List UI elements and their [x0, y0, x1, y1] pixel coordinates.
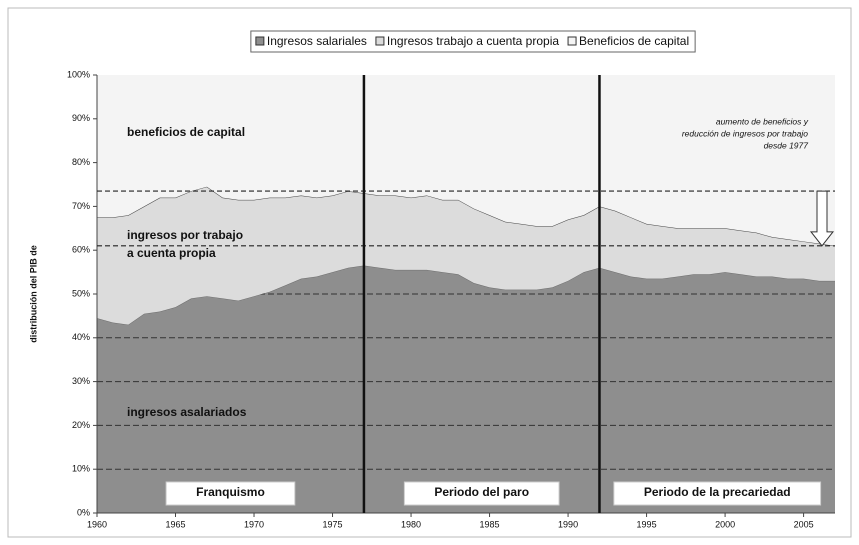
arrow [809, 190, 835, 247]
period-label: Periodo del paro [434, 485, 529, 499]
x-tick-label: 1960 [87, 519, 107, 529]
y-tick-label: 30% [72, 376, 90, 386]
annotation: aumento de beneficios y [716, 116, 809, 126]
x-tick-label: 2000 [715, 519, 735, 529]
x-tick-label: 1990 [558, 519, 578, 529]
period-box [165, 481, 296, 506]
area-label: ingresos asalariados [127, 405, 247, 419]
period-box [613, 481, 822, 506]
x-tick-label: 1970 [244, 519, 264, 529]
y-tick-label: 0% [77, 507, 90, 517]
period-label: Periodo de la precariedad [644, 485, 791, 499]
x-tick-label: 2005 [794, 519, 814, 529]
area-label: a cuenta propia [127, 246, 216, 260]
legend-label: Ingresos salariales [267, 34, 367, 48]
area [97, 265, 835, 513]
period-label: Franquismo [196, 485, 265, 499]
x-tick-label: 1995 [637, 519, 657, 529]
y-tick-label: 10% [72, 464, 90, 474]
y-tick-label: 20% [72, 420, 90, 430]
x-tick-label: 1975 [323, 519, 343, 529]
area [97, 186, 835, 325]
legend-label: Ingresos trabajo a cuenta propia [387, 34, 559, 48]
x-tick-label: 1965 [165, 519, 185, 529]
legend-swatch [567, 36, 577, 46]
legend-box [250, 30, 696, 53]
y-axis-label: distribución del PIB de [28, 245, 38, 343]
y-tick-label: 40% [72, 332, 90, 342]
period-box [403, 481, 560, 506]
area-label: beneficios de capital [127, 125, 245, 139]
legend-label: Beneficios de capital [579, 34, 689, 48]
y-tick-label: 90% [72, 113, 90, 123]
legend-swatch [375, 36, 385, 46]
area-label: ingresos por trabajo [127, 228, 243, 242]
x-tick-label: 1985 [480, 519, 500, 529]
annotation: reducción de ingresos por trabajo [682, 128, 808, 138]
area [97, 75, 835, 246]
y-tick-label: 100% [67, 69, 90, 79]
y-tick-label: 60% [72, 245, 90, 255]
y-tick-label: 50% [72, 288, 90, 298]
legend-swatch [255, 36, 265, 46]
y-tick-label: 70% [72, 201, 90, 211]
y-tick-label: 80% [72, 157, 90, 167]
annotation: desde 1977 [764, 140, 809, 150]
x-tick-label: 1980 [401, 519, 421, 529]
